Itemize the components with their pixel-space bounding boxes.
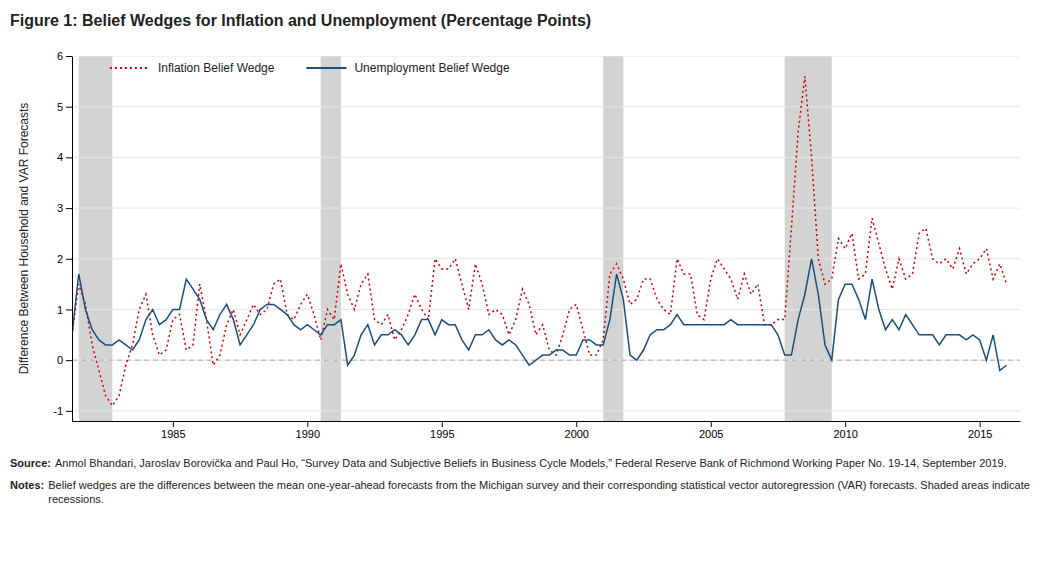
x-tick-mark <box>576 421 577 427</box>
recession-band <box>321 56 341 421</box>
y-tick-mark <box>66 411 72 412</box>
y-tick-mark <box>66 259 72 260</box>
grid-line <box>72 106 1020 107</box>
y-tick-label: 1 <box>57 303 63 315</box>
source-line: Anmol Bhandari, Jaroslav Borovička and P… <box>55 457 1007 469</box>
x-tick: 1985 <box>161 421 185 440</box>
y-tick-label: 0 <box>57 354 63 366</box>
plot: 1985 1990 1995 2000 2005 2010 2015 -1 0 1 2 3 4 5 6 Dif… <box>17 50 1021 440</box>
x-tick-mark <box>173 421 174 427</box>
x-tick-label: 2015 <box>968 428 992 440</box>
recession-band <box>603 56 623 421</box>
y-tick: 5 <box>57 101 72 113</box>
title: Figure 1: Belief Wedges for Inflation an… <box>10 12 591 29</box>
y-tick-label: 5 <box>57 101 63 113</box>
x-axis: 1985 1990 1995 2000 2005 2010 2015 <box>73 421 1021 440</box>
y-tick-mark <box>66 309 72 310</box>
recession-band <box>79 56 113 421</box>
y-axis-line <box>72 57 73 422</box>
x-tick: 2015 <box>968 421 992 440</box>
source-text: Anmol Bhandari, Jaroslav Borovička and P… <box>55 457 1007 469</box>
x-tick: 2010 <box>833 421 857 440</box>
notes-text: Belief wedges are the differences betwee… <box>48 479 1030 505</box>
legend-item: Unemployment Belief Wedge <box>306 61 510 75</box>
legend-swatch <box>110 67 150 69</box>
notes-line: Belief wedges are the differences betwee… <box>48 479 1030 491</box>
x-tick-label: 2000 <box>565 428 589 440</box>
legend-swatch <box>306 67 346 69</box>
grid <box>72 56 1020 411</box>
series-line <box>72 259 1007 371</box>
y-tick: 2 <box>57 253 72 265</box>
x-tick-mark <box>980 421 981 427</box>
x-tick: 1995 <box>430 421 454 440</box>
y-tick-label: 4 <box>57 151 63 163</box>
grid-line <box>72 410 1020 411</box>
x-tick-label: 2005 <box>699 428 723 440</box>
x-tick: 2005 <box>699 421 723 440</box>
y-tick-label: -1 <box>53 405 63 417</box>
y-tick-label: 6 <box>57 50 63 62</box>
x-tick: 1990 <box>296 421 320 440</box>
y-axis-title: Difference Between Household and VAR For… <box>17 103 31 375</box>
recessions <box>79 56 832 421</box>
y-tick-mark <box>66 157 72 158</box>
x-tick-label: 1985 <box>161 428 185 440</box>
y-tick-mark <box>66 107 72 108</box>
legend-item: Inflation Belief Wedge <box>110 61 275 75</box>
legend: Inflation Belief Wedge Unemployment Belie… <box>110 61 510 75</box>
x-tick-label: 2010 <box>833 428 857 440</box>
y-tick-mark <box>66 360 72 361</box>
y-tick-label: 2 <box>57 253 63 265</box>
y-tick-mark <box>66 56 72 57</box>
grid-line <box>72 360 1020 361</box>
grid-line <box>72 309 1020 310</box>
notes-line: recessions. <box>48 493 104 505</box>
reference-line <box>72 360 1020 361</box>
y-tick: 6 <box>57 50 72 62</box>
marks <box>72 56 1020 421</box>
x-tick-label: 1990 <box>296 428 320 440</box>
grid-line <box>72 208 1020 209</box>
notes-label: Notes: <box>10 479 44 491</box>
chart: Figure 1: Belief Wedges for Inflation an… <box>0 0 1044 571</box>
x-tick-mark <box>711 421 712 427</box>
x-tick-mark <box>845 421 846 427</box>
y-tick: 4 <box>57 151 72 163</box>
x-axis-line <box>73 421 1021 422</box>
y-axis: -1 0 1 2 3 4 5 6 <box>53 50 72 421</box>
x-tick-label: 1995 <box>430 428 454 440</box>
source-label: Source: <box>10 457 51 469</box>
legend-label: Inflation Belief Wedge <box>158 61 275 75</box>
x-tick: 2000 <box>565 421 589 440</box>
series-line <box>72 76 1007 406</box>
y-tick: 1 <box>57 303 72 315</box>
grid-line <box>72 56 1020 57</box>
grid-line <box>72 157 1020 158</box>
y-tick-mark <box>66 208 72 209</box>
y-tick: -1 <box>53 405 72 417</box>
x-tick-mark <box>307 421 308 427</box>
grid-line <box>72 258 1020 259</box>
y-tick: 3 <box>57 202 72 214</box>
x-tick-mark <box>442 421 443 427</box>
y-tick-label: 3 <box>57 202 63 214</box>
y-tick: 0 <box>57 354 72 366</box>
legend-label: Unemployment Belief Wedge <box>354 61 510 75</box>
